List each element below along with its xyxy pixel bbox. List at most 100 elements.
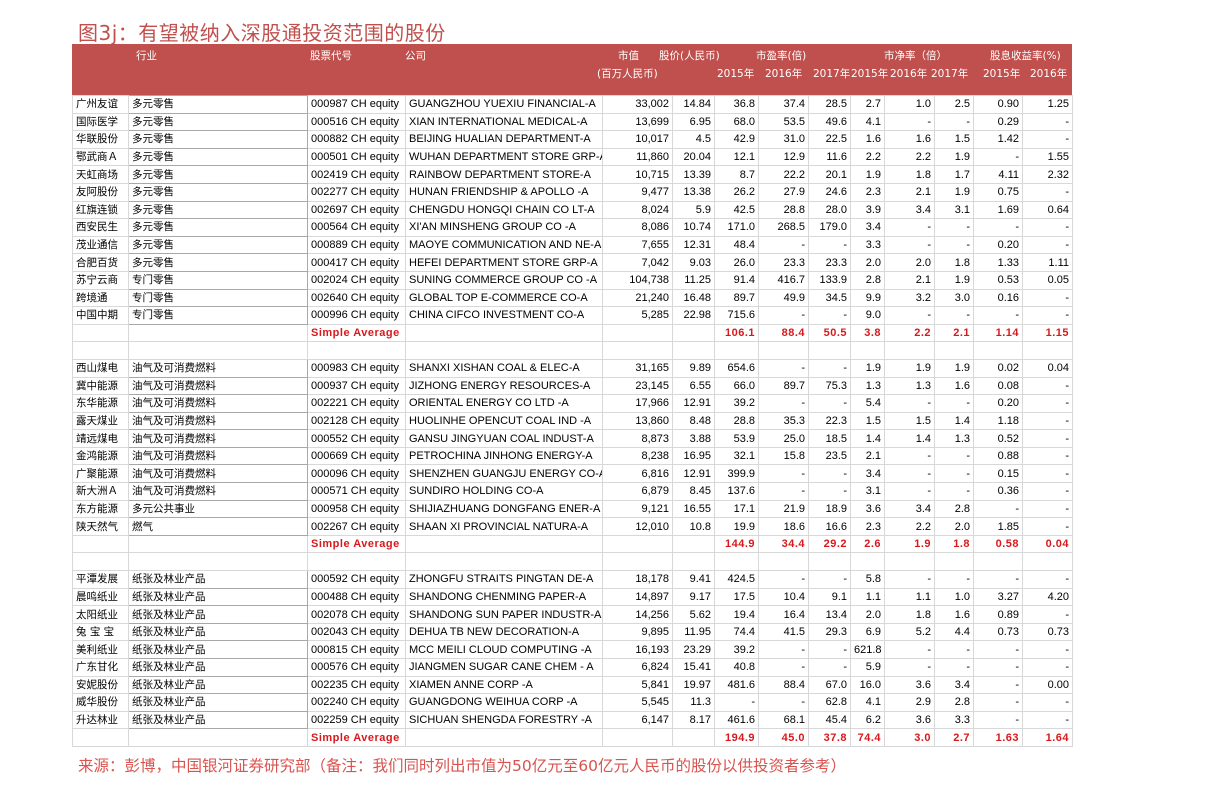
pb-2015-cell: 5.4 (850, 394, 885, 413)
empty-cell (128, 728, 308, 747)
pe-2016-cell: - (758, 693, 809, 712)
pb-2015-cell: 2.3 (850, 182, 885, 202)
company-cell: ZHONGFU STRAITS PINGTAN DE-A (405, 570, 603, 589)
company-cell: SHIJIAZHUANG DONGFANG ENER-A (405, 499, 603, 519)
pe-2017-cell: 9.1 (808, 587, 851, 607)
price-cell: 13.39 (672, 165, 715, 184)
industry-cell: 纸张及林业产品 (128, 675, 308, 695)
pe-2017-cell: - (808, 394, 851, 413)
ticker-cell: 000958 CH equity (307, 499, 406, 519)
ticker-cell: 000096 CH equity (307, 464, 406, 484)
pe-2016-cell: 88.4 (758, 675, 809, 695)
industry-cell: 燃气 (128, 517, 308, 536)
ticker-cell: 000889 CH equity (307, 235, 406, 255)
price-cell: 22.98 (672, 306, 715, 325)
pe-2015-cell: 42.9 (714, 130, 759, 149)
pe-2017-cell: 24.6 (808, 182, 851, 202)
market-cap-cell: 9,895 (602, 622, 673, 642)
company-cell: SHENZHEN GUANGJU ENERGY CO-A (405, 464, 603, 484)
table-row: 天虹商场 多元零售 002419 CH equity RAINBOW DEPARTME… (72, 165, 1073, 184)
stock-name-cell: 兔 宝 宝 (72, 622, 129, 642)
dy-2016-cell: - (1022, 376, 1073, 396)
dy-2015-cell: - (973, 710, 1023, 730)
stock-name-cell: 金鸿能源 (72, 446, 129, 466)
dy-2015-cell: 0.89 (973, 605, 1023, 624)
header-year: 2016年 (1030, 68, 1068, 80)
stock-name-cell: 中国中期 (72, 306, 129, 325)
empty-cell (307, 341, 406, 360)
price-cell: 12.91 (672, 394, 715, 413)
dy-2016-cell: 0.05 (1022, 270, 1073, 290)
pb-2016-cell: 1.6 (884, 130, 935, 149)
empty-cell (405, 552, 603, 572)
pb-2016-cell: 1.4 (884, 429, 935, 448)
table-row: 广聚能源 油气及可消费燃料 000096 CH equity SHENZHEN GUA… (72, 464, 1073, 484)
pe-2017-cell: - (808, 235, 851, 255)
pe-2016-cell: - (758, 235, 809, 255)
dy-2016-cell: - (1022, 306, 1073, 325)
company-cell: PETROCHINA JINHONG ENERGY-A (405, 446, 603, 466)
spacer-row (72, 552, 1073, 572)
header-industry: 行业 (136, 50, 157, 62)
ticker-cell: 002221 CH equity (307, 394, 406, 413)
market-cap-cell: 13,860 (602, 411, 673, 431)
pb-2015-cell: 1.3 (850, 376, 885, 396)
empty-cell (884, 341, 935, 360)
dy-2016-cell: - (1022, 640, 1073, 659)
stock-name-cell: 广聚能源 (72, 464, 129, 484)
dy-2016-cell: - (1022, 710, 1073, 730)
pb-2017-cell: - (934, 446, 974, 466)
pb-2016-cell: 2.9 (884, 693, 935, 712)
stock-name-cell: 国际医学 (72, 112, 129, 132)
pe-2015-cell: 40.8 (714, 658, 759, 677)
pe-2015-cell: 171.0 (714, 218, 759, 237)
pb-2017-cell: 3.1 (934, 200, 974, 220)
pb-2017-cell: 1.0 (934, 587, 974, 607)
empty-cell (405, 534, 603, 554)
dy-2015-average: 0.58 (973, 534, 1023, 554)
dy-2015-cell: - (973, 693, 1023, 712)
pe-2015-cell: 137.6 (714, 482, 759, 501)
pb-2015-cell: 6.2 (850, 710, 885, 730)
industry-cell: 油气及可消费燃料 (128, 464, 308, 484)
company-cell: MAOYE COMMUNICATION AND NE-A (405, 235, 603, 255)
pb-2015-cell: 1.9 (850, 165, 885, 184)
table-row: 中国中期 专门零售 000996 CH equity CHINA CIFCO INVE… (72, 306, 1073, 325)
company-cell: BEIJING HUALIAN DEPARTMENT-A (405, 130, 603, 149)
pb-2015-cell: 621.8 (850, 640, 885, 659)
dy-2015-cell: 0.29 (973, 112, 1023, 132)
pe-2015-average: 106.1 (714, 323, 759, 343)
industry-cell: 专门零售 (128, 306, 308, 325)
pb-2017-cell: 3.4 (934, 675, 974, 695)
dy-2016-cell: - (1022, 499, 1073, 519)
dy-2015-average: 1.14 (973, 323, 1023, 343)
industry-cell: 多元零售 (128, 130, 308, 149)
empty-cell (405, 341, 603, 360)
ticker-cell: 000552 CH equity (307, 429, 406, 448)
stock-name-cell: 茂业通信 (72, 235, 129, 255)
pb-2015-cell: 2.3 (850, 517, 885, 536)
company-cell: CHINA CIFCO INVESTMENT CO-A (405, 306, 603, 325)
pb-2016-cell: 1.0 (884, 95, 935, 114)
pe-2017-cell: 62.8 (808, 693, 851, 712)
market-cap-cell: 14,256 (602, 605, 673, 624)
table-row: 威华股份 纸张及林业产品 002240 CH equity GUANGDONG WEI… (72, 693, 1073, 712)
pe-2017-cell: 22.3 (808, 411, 851, 431)
ticker-cell: 000815 CH equity (307, 640, 406, 659)
ticker-cell: 002024 CH equity (307, 270, 406, 290)
industry-cell: 多元零售 (128, 95, 308, 114)
stock-name-cell: 友阿股份 (72, 182, 129, 202)
pe-2017-cell: - (808, 464, 851, 484)
pb-2016-cell: - (884, 482, 935, 501)
industry-cell: 纸张及林业产品 (128, 587, 308, 607)
empty-cell (758, 552, 809, 572)
pb-2016-cell: - (884, 570, 935, 589)
pe-2016-cell: 37.4 (758, 95, 809, 114)
dy-2016-cell: - (1022, 182, 1073, 202)
pb-2015-cell: 5.9 (850, 658, 885, 677)
stock-name-cell: 新大洲Ａ (72, 482, 129, 501)
spacer-row (72, 341, 1073, 360)
market-cap-cell: 7,655 (602, 235, 673, 255)
industry-cell: 多元零售 (128, 182, 308, 202)
pb-2015-cell: 3.6 (850, 499, 885, 519)
